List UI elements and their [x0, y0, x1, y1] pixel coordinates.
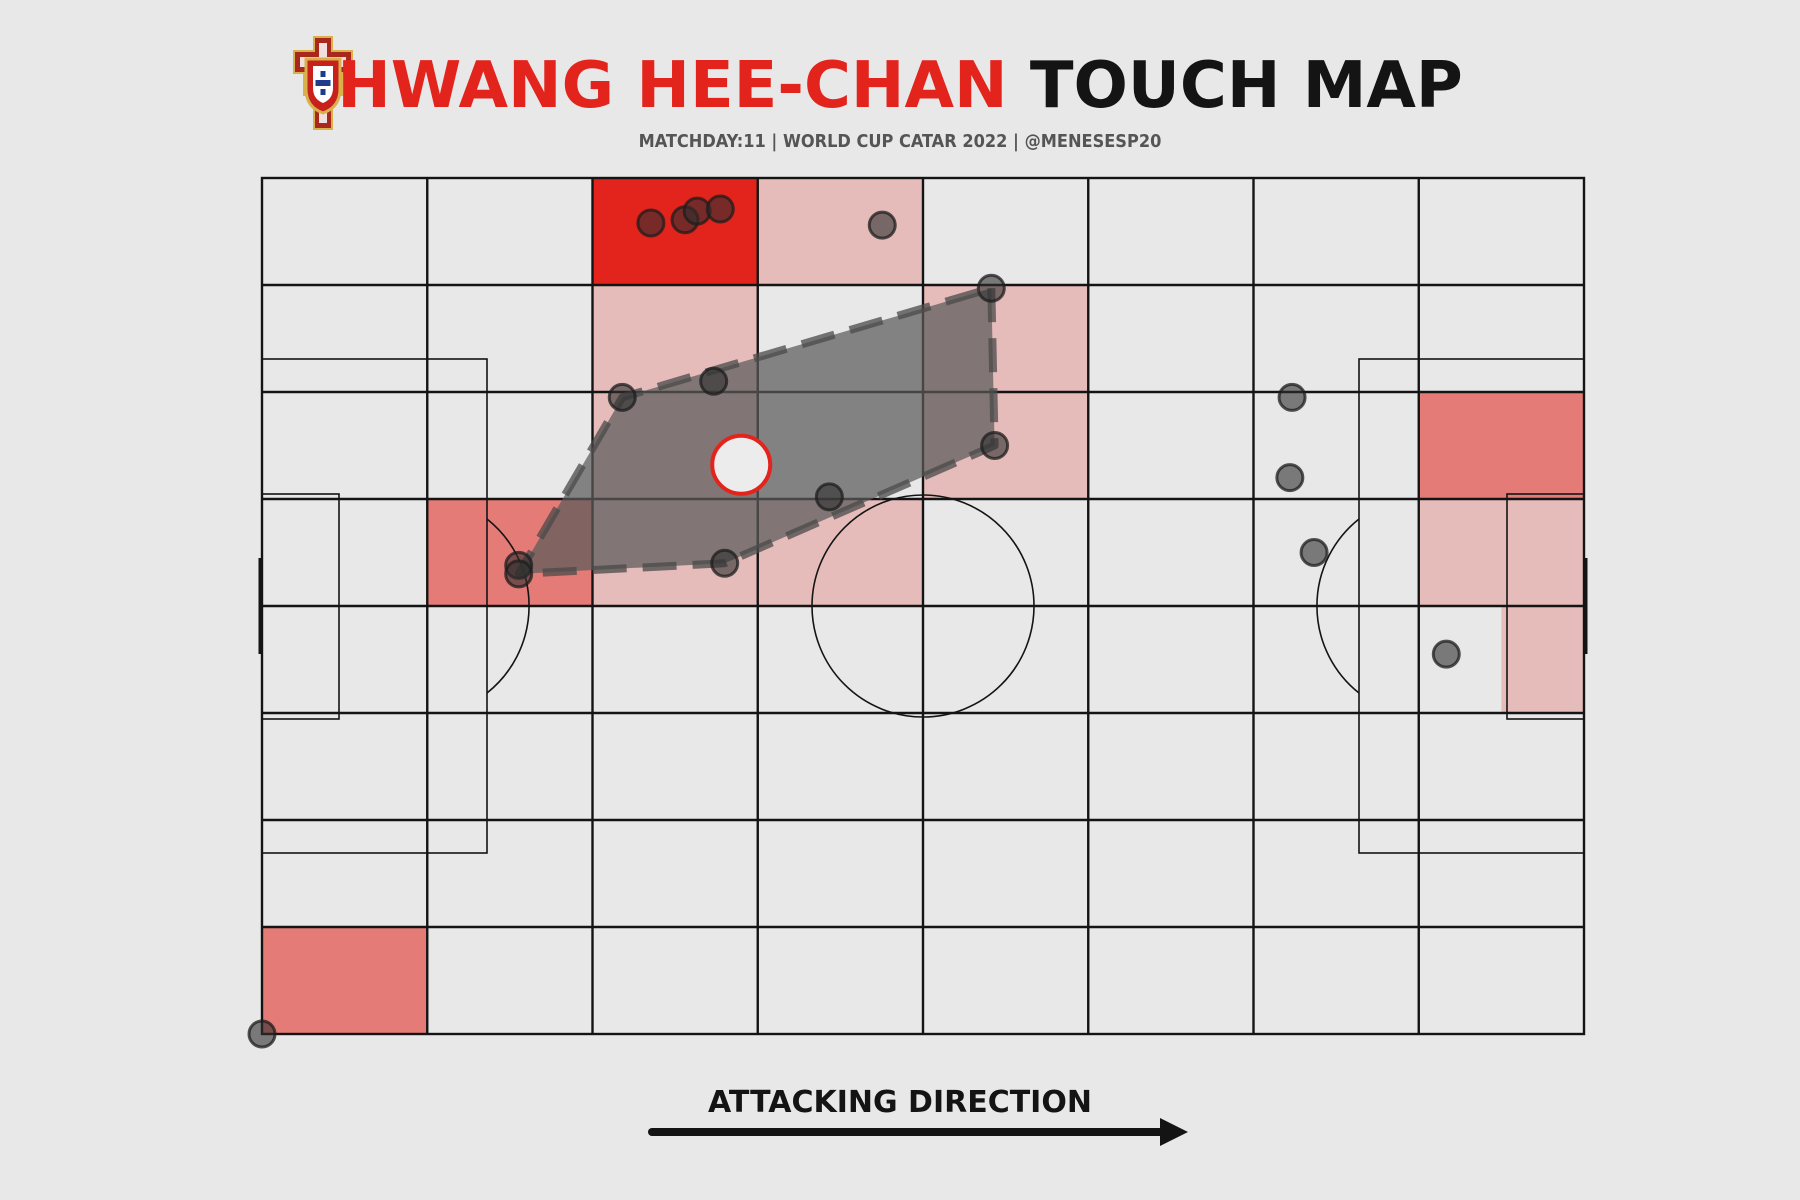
chart-subtitle: MATCHDAY:11 | WORLD CUP CATAR 2022 | @ME… — [638, 131, 1162, 152]
heat-bin — [1418, 392, 1584, 499]
touch-point — [247, 1019, 277, 1049]
portugal-federation-crest-icon — [293, 36, 353, 130]
average-position — [710, 433, 773, 496]
heat-bin — [592, 178, 758, 285]
touch-point — [1275, 463, 1305, 493]
touch-points — [247, 194, 1461, 1049]
title-touch-map: TOUCH MAP — [1029, 49, 1463, 123]
touch-point — [867, 210, 897, 240]
touch-point — [636, 208, 666, 238]
touch-point — [710, 548, 740, 578]
touch-point — [705, 194, 735, 224]
heat-bin — [1418, 499, 1584, 606]
heat-bin — [757, 178, 923, 285]
touch-point — [976, 273, 1006, 303]
player-name: HWANG HEE-CHAN — [337, 49, 1008, 123]
touch-point — [1431, 639, 1461, 669]
touch-point — [607, 382, 637, 412]
touch-point — [504, 559, 534, 589]
heat-bin — [1501, 606, 1584, 713]
average-position-marker — [710, 433, 773, 496]
chart-title: HWANG HEE-CHAN TOUCH MAP — [0, 46, 1800, 126]
touch-hull — [514, 284, 999, 578]
touch-hull-polygon — [514, 284, 999, 578]
arrow-right-icon — [648, 1118, 1188, 1146]
touch-point — [980, 431, 1010, 460]
heat-bin — [262, 927, 428, 1034]
touch-point — [1299, 538, 1329, 567]
touch-point — [699, 366, 729, 396]
attacking-direction-label: ATTACKING DIRECTION — [708, 1085, 1092, 1120]
touch-point — [814, 482, 844, 512]
touch-point — [1277, 382, 1307, 412]
